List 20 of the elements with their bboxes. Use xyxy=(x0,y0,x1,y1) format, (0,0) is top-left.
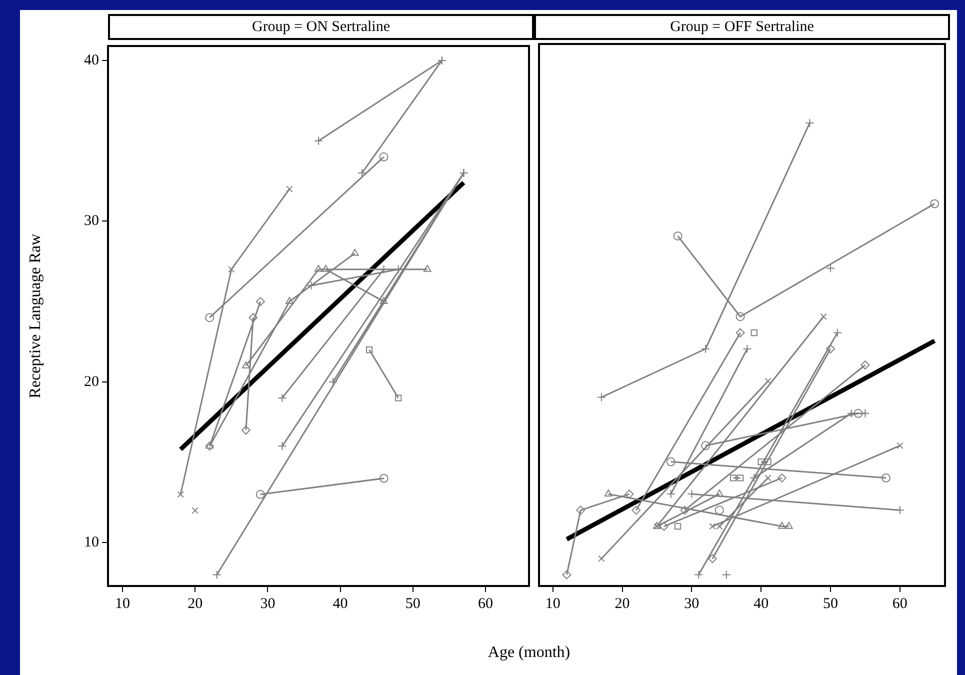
x-tick-label: 60 xyxy=(478,596,493,612)
y-tick-label: 30 xyxy=(84,213,99,230)
y-tick-label: 10 xyxy=(84,534,99,551)
x-tick-label: 40 xyxy=(754,596,769,612)
x-tick-label: 20 xyxy=(188,596,203,612)
x-tick-label: 20 xyxy=(614,596,630,612)
x-tick-label: 30 xyxy=(260,596,276,612)
x-tick-label: 50 xyxy=(405,596,420,612)
chart-title: Group = ON Sertraline xyxy=(108,14,534,40)
y-tick-label: 40 xyxy=(84,52,99,68)
y-axis-title: Receptive Language Raw xyxy=(26,233,44,398)
x-tick-label: 10 xyxy=(115,596,130,612)
x-tick-label: 40 xyxy=(332,596,348,612)
x-tick-label: 30 xyxy=(684,596,700,612)
x-tick-label: 60 xyxy=(892,596,908,612)
x-tick-label: 50 xyxy=(822,596,838,612)
y-tick-label: 20 xyxy=(84,374,99,390)
x-tick-label: 10 xyxy=(545,596,560,612)
chart-title: Group = OFF Sertraline xyxy=(534,14,950,40)
x-axis-title: Age (month) xyxy=(486,644,572,662)
